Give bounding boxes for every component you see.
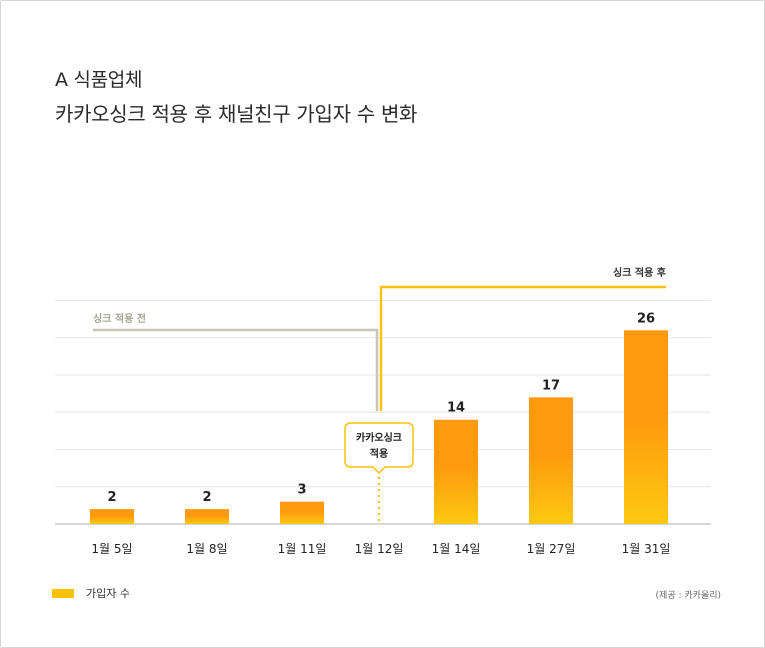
event-label-line1: 카카오싱크	[356, 431, 402, 444]
chart-title-line1: A 식품업체	[55, 69, 143, 91]
x-tick-label: 1월 14일	[432, 542, 481, 556]
bar-value-label: 26	[637, 311, 655, 326]
x-tick-label: 1월 5일	[91, 542, 132, 556]
bar-value-label: 17	[542, 378, 560, 393]
x-tick-label: 1월 31일	[622, 542, 671, 556]
x-tick-label: 1월 11일	[278, 542, 327, 556]
chart-title-line2: 카카오싱크 적용 후 채널친구 가입자 수 변화	[55, 102, 418, 126]
legend: 가입자 수	[52, 585, 130, 601]
bar-value-label: 2	[107, 490, 116, 505]
bar	[529, 397, 573, 524]
bar-value-label: 14	[447, 401, 465, 416]
bar-value-label: 2	[202, 490, 211, 505]
x-tick-label: 1월 12일	[355, 542, 404, 556]
before-sync-line	[93, 328, 379, 411]
x-tick-label: 1월 8일	[186, 542, 227, 556]
bar	[624, 330, 668, 524]
source-credit: (제공 : 카카올리)	[655, 591, 721, 601]
legend-label: 가입자 수	[86, 587, 130, 600]
after-sync-label: 싱크 적용 후	[613, 266, 666, 279]
bar	[280, 501, 324, 524]
bar	[434, 419, 478, 524]
legend-swatch	[52, 588, 74, 598]
x-tick-label: 1월 27일	[527, 542, 576, 556]
bar	[185, 509, 229, 524]
bar-value-label: 3	[297, 483, 306, 498]
before-sync-label: 싱크 적용 전	[93, 312, 146, 325]
after-sync-line	[379, 285, 666, 411]
event-callout	[344, 422, 414, 475]
event-label-line2: 적용	[370, 447, 388, 460]
bar	[90, 509, 134, 524]
